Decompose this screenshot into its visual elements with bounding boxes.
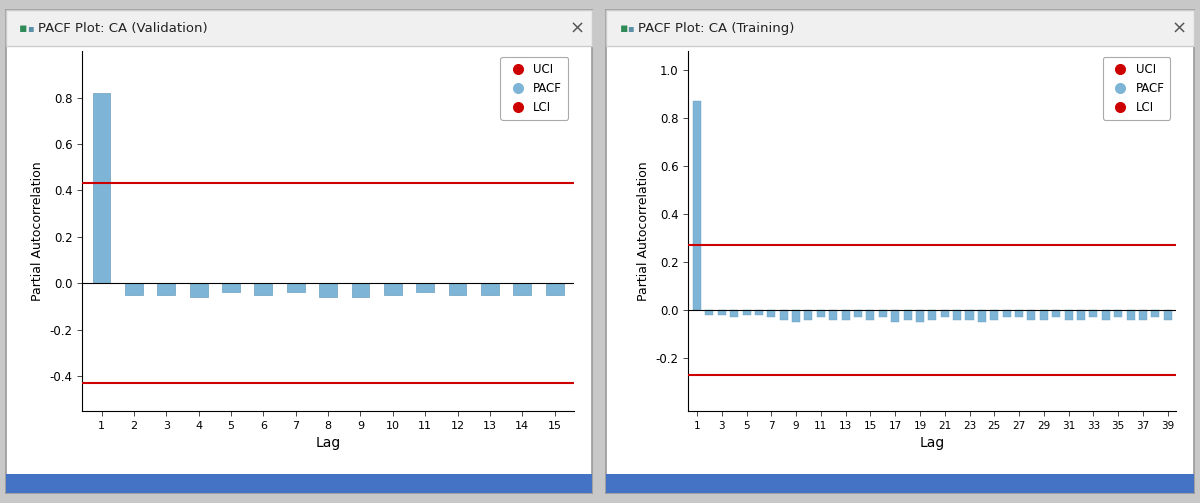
Bar <box>6 10 592 46</box>
Bar <box>755 310 763 315</box>
Legend: UCI, PACF, LCI: UCI, PACF, LCI <box>1103 57 1170 120</box>
Bar <box>352 283 370 297</box>
Bar <box>1164 310 1171 320</box>
Bar <box>222 283 240 292</box>
Bar <box>904 310 912 320</box>
Bar <box>792 310 800 322</box>
Text: PACF Plot: CA (Validation): PACF Plot: CA (Validation) <box>38 22 208 35</box>
Bar <box>780 310 787 320</box>
Bar <box>384 283 402 295</box>
Text: ▪: ▪ <box>628 23 634 33</box>
Text: ▪: ▪ <box>28 23 34 33</box>
Text: ×: × <box>569 19 584 37</box>
Bar <box>929 310 936 320</box>
X-axis label: Lag: Lag <box>919 436 944 450</box>
Bar <box>990 310 998 320</box>
Y-axis label: Partial Autocorrelation: Partial Autocorrelation <box>31 161 44 301</box>
Bar <box>6 474 592 493</box>
Bar <box>941 310 949 317</box>
Bar <box>804 310 812 320</box>
Bar <box>1039 310 1048 320</box>
Bar <box>878 310 887 317</box>
Bar <box>841 310 850 320</box>
Bar <box>514 283 532 295</box>
Bar <box>817 310 824 317</box>
Text: ×: × <box>1171 19 1187 37</box>
Bar <box>1076 310 1085 320</box>
Bar <box>546 283 564 295</box>
Bar <box>706 310 714 315</box>
Bar <box>966 310 973 320</box>
Bar <box>125 283 143 295</box>
Bar <box>254 283 272 295</box>
Bar <box>190 283 208 297</box>
Bar <box>767 310 775 317</box>
Bar <box>287 283 305 292</box>
Bar <box>416 283 434 292</box>
Text: ▪: ▪ <box>619 22 628 35</box>
Bar <box>743 310 750 315</box>
Bar <box>978 310 986 322</box>
Bar <box>1151 310 1159 317</box>
Bar <box>1139 310 1147 320</box>
Bar <box>92 93 110 283</box>
Bar <box>892 310 899 322</box>
Bar <box>606 10 1194 46</box>
Bar <box>730 310 738 317</box>
Legend: UCI, PACF, LCI: UCI, PACF, LCI <box>500 57 568 120</box>
Bar <box>319 283 337 297</box>
Bar <box>1052 310 1061 317</box>
Bar <box>1102 310 1110 320</box>
Bar <box>1090 310 1097 317</box>
Text: ▪: ▪ <box>19 22 28 35</box>
Text: PACF Plot: CA (Training): PACF Plot: CA (Training) <box>638 22 794 35</box>
X-axis label: Lag: Lag <box>316 436 341 450</box>
Bar <box>692 102 701 310</box>
Y-axis label: Partial Autocorrelation: Partial Autocorrelation <box>637 161 650 301</box>
Bar <box>854 310 862 317</box>
Bar <box>481 283 499 295</box>
Bar <box>1027 310 1036 320</box>
Bar <box>1114 310 1122 317</box>
Bar <box>916 310 924 322</box>
Bar <box>157 283 175 295</box>
Bar <box>449 283 467 295</box>
Bar <box>1003 310 1010 317</box>
Bar <box>1127 310 1134 320</box>
Bar <box>829 310 838 320</box>
Bar <box>606 474 1194 493</box>
Bar <box>718 310 726 315</box>
Bar <box>866 310 875 320</box>
Bar <box>1064 310 1073 320</box>
Bar <box>1015 310 1024 317</box>
Bar <box>953 310 961 320</box>
